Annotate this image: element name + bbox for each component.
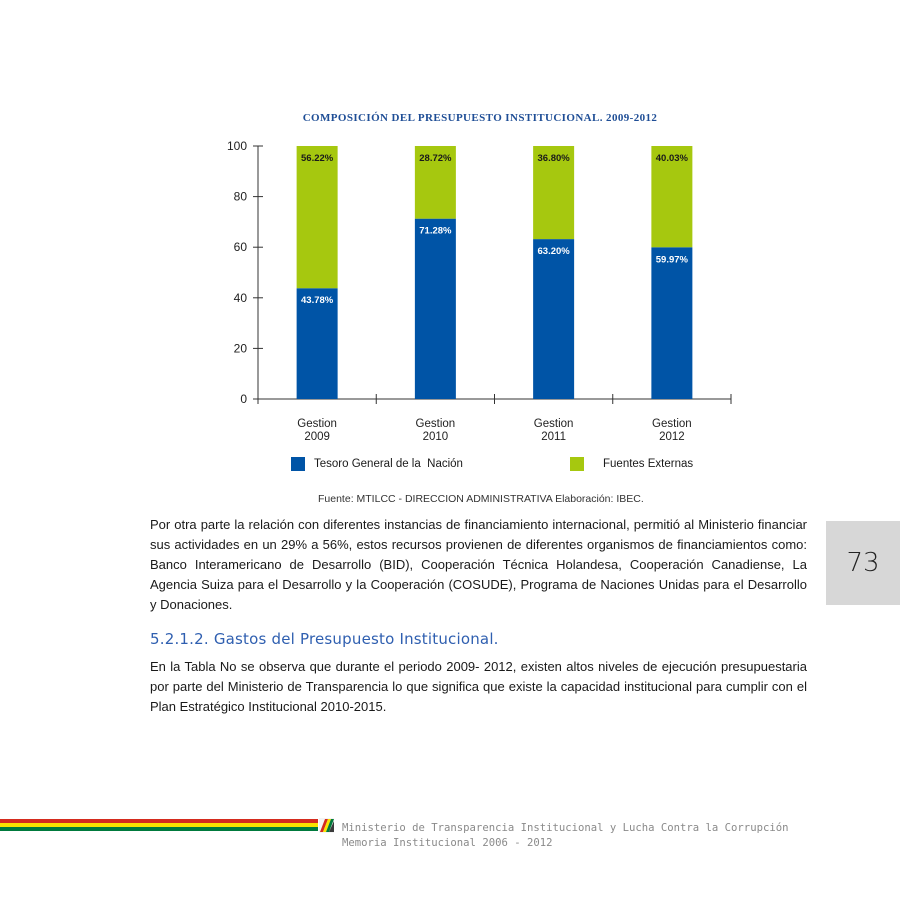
footer-line-2: Memoria Institucional 2006 - 2012	[342, 837, 553, 849]
y-tick-label: 40	[234, 291, 248, 305]
x-tick-label: 2011	[541, 431, 566, 443]
bar-segment	[414, 146, 456, 219]
legend-item-tesoro: Tesoro General de la Nación	[291, 457, 463, 471]
bar-data-label: 59.97%	[656, 254, 689, 265]
bar-data-label: 63.20%	[538, 246, 571, 257]
bar-data-label: 40.03%	[656, 153, 689, 164]
flag-stripes	[0, 819, 318, 831]
x-tick-label: 2010	[423, 431, 449, 443]
section-heading: 5.2.1.2. Gastos del Presupuesto Instituc…	[150, 630, 499, 648]
page-number: 73	[846, 548, 880, 578]
bar-segment	[414, 218, 456, 399]
bar-segment	[533, 146, 575, 240]
ministry-logo-icon	[319, 818, 334, 833]
x-tick-label: Gestion	[534, 418, 574, 430]
x-tick-label: 2012	[659, 431, 685, 443]
legend-swatch-tesoro	[291, 457, 305, 471]
stripe-yellow	[0, 823, 318, 827]
legend-item-fuentes: Fuentes Externas	[570, 457, 693, 471]
body-paragraph-2: En la Tabla No se observa que durante el…	[150, 659, 807, 714]
y-tick-label: 20	[234, 341, 248, 355]
footer-line-1: Ministerio de Transparencia Instituciona…	[342, 822, 789, 834]
legend-label-fuentes: Fuentes Externas	[603, 458, 694, 470]
page-number-tab: 73	[826, 521, 900, 605]
y-tick-label: 100	[227, 139, 247, 153]
chart-title: COMPOSICIÓN DEL PRESUPUESTO INSTITUCIONA…	[302, 112, 658, 124]
x-tick-label: Gestion	[297, 418, 337, 430]
bar-data-label: 36.80%	[538, 153, 571, 164]
legend-label-tesoro: Tesoro General de la Nación	[314, 458, 463, 470]
legend-swatch-fuentes	[570, 457, 584, 471]
stripe-red	[0, 819, 318, 823]
bar-chart: 02040608010043.78%56.22%Gestion200971.28…	[227, 139, 732, 443]
x-tick-label: Gestion	[652, 418, 692, 430]
bar-data-label: 71.28%	[419, 226, 452, 237]
bar-segment	[651, 247, 693, 399]
bar-data-label: 43.78%	[301, 295, 334, 306]
bar-segment	[296, 288, 338, 399]
y-tick-label: 0	[240, 392, 247, 406]
footer-text: Ministerio de Transparencia Instituciona…	[342, 821, 788, 851]
bar-segment	[533, 239, 575, 399]
y-tick-label: 80	[234, 190, 248, 204]
y-tick-label: 60	[234, 240, 248, 254]
chart-source: Fuente: MTILCC - DIRECCION ADMINISTRATIV…	[318, 493, 644, 505]
body-paragraph-1: Por otra parte la relación con diferente…	[150, 517, 807, 612]
x-tick-label: 2009	[304, 431, 330, 443]
x-tick-label: Gestion	[416, 418, 456, 430]
bar-data-label: 56.22%	[301, 153, 334, 164]
bar-data-label: 28.72%	[419, 153, 452, 164]
stripe-green	[0, 827, 318, 831]
bar-segment	[651, 146, 693, 248]
bar-segment	[296, 146, 338, 289]
